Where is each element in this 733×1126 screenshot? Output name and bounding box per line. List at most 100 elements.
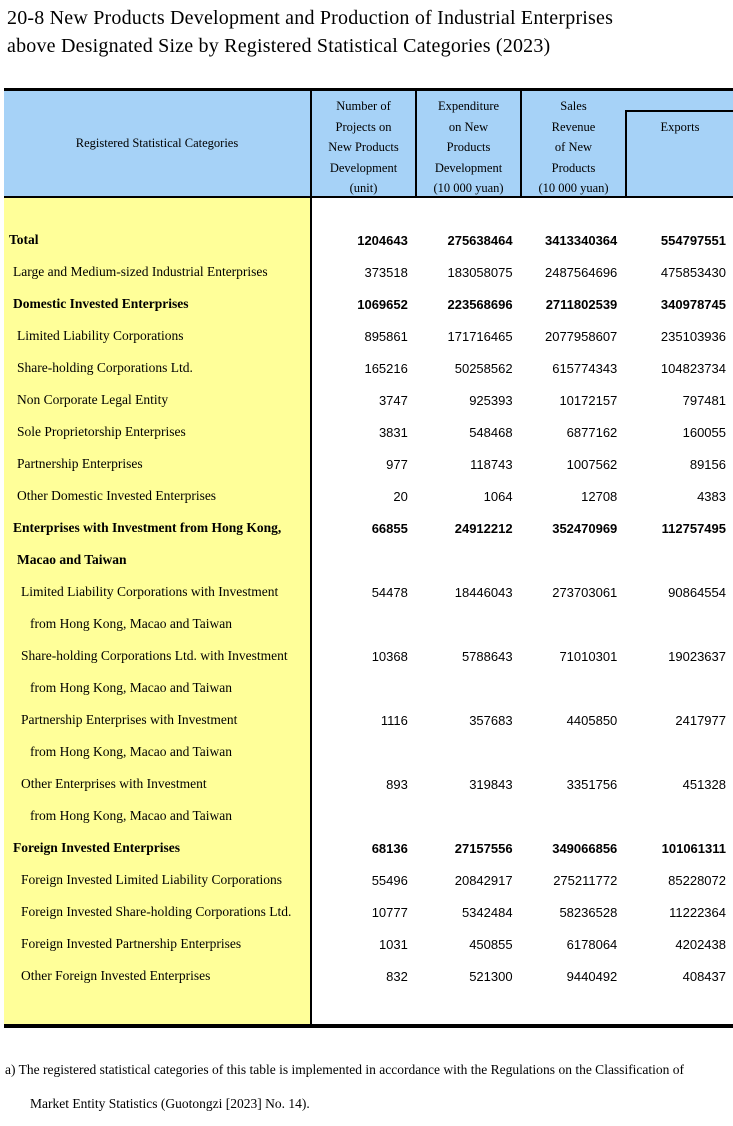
row-value-sales: 58236528 [559, 904, 618, 920]
row-value-exports: 554797551 [660, 232, 726, 248]
row-value-expenditure: 319843 [469, 776, 513, 792]
table-row: Foreign Invested Share-holding Corporati… [4, 896, 733, 928]
row-value-projects: 1116 [380, 712, 408, 728]
row-value-projects: 893 [386, 776, 408, 792]
row-value-projects: 20 [393, 488, 408, 504]
row-value-sales: 4405850 [566, 712, 618, 728]
row-value-expenditure: 183058075 [447, 264, 513, 280]
row-value-exports: 4383 [697, 488, 726, 504]
row-value-expenditure: 5788643 [461, 648, 513, 664]
row-category-label: Sole Proprietorship Enterprises [17, 424, 186, 439]
table-row: Enterprises with Investment from Hong Ko… [4, 512, 733, 544]
header-expenditure: Expenditure on New Products Development … [415, 91, 520, 196]
table-row: Macao and Taiwan [4, 544, 733, 576]
row-value-sales: 71010301 [559, 648, 618, 664]
row-value-sales: 615774343 [552, 360, 618, 376]
row-value-expenditure: 1064 [483, 488, 513, 504]
page-title-line1: 20-8 New Products Development and Produc… [7, 7, 614, 29]
row-value-sales: 2077958607 [544, 328, 618, 344]
row-category-label: from Hong Kong, Macao and Taiwan [30, 616, 233, 631]
row-category-label: Foreign Invested Partnership Enterprises [21, 936, 242, 951]
row-category-label: Partnership Enterprises [17, 456, 143, 471]
page-title: 20-8 New Products Development and Produc… [7, 4, 727, 60]
table-row: Partnership Enterprises with Investment … [4, 704, 733, 736]
table-row: Foreign Invested Enterprises 68136 27157… [4, 832, 733, 864]
table-row: Limited Liability Corporations 895861 17… [4, 320, 733, 352]
row-value-exports: 797481 [682, 392, 726, 408]
row-category-label: Share-holding Corporations Ltd. [17, 360, 193, 375]
row-value-projects: 1031 [378, 936, 408, 952]
row-category-label: Enterprises with Investment from Hong Ko… [13, 520, 282, 535]
row-category-label: Large and Medium-sized Industrial Enterp… [13, 264, 268, 279]
row-value-projects: 895861 [364, 328, 408, 344]
row-category-label: Foreign Invested Limited Liability Corpo… [21, 872, 282, 887]
row-category-label: Macao and Taiwan [17, 552, 127, 567]
row-value-exports: 4202438 [675, 936, 726, 952]
row-value-sales: 6178064 [566, 936, 618, 952]
table-row: Foreign Invested Limited Liability Corpo… [4, 864, 733, 896]
header-number-of-projects: Number of Projects on New Products Devel… [310, 91, 415, 196]
row-value-sales: 275211772 [553, 872, 618, 888]
row-category-label: Limited Liability Corporations with Inve… [21, 584, 279, 599]
row-category-label: Non Corporate Legal Entity [17, 392, 169, 407]
row-value-projects: 373518 [364, 264, 408, 280]
row-value-sales: 2487564696 [544, 264, 618, 280]
row-category-label: Share-holding Corporations Ltd. with Inv… [21, 648, 288, 663]
row-value-sales: 2711802539 [545, 296, 618, 312]
row-value-projects: 977 [386, 456, 408, 472]
category-column-background [4, 198, 312, 1024]
row-value-expenditure: 5342484 [461, 904, 513, 920]
table-row: Total 1204643 275638464 3413340364 55479… [4, 224, 733, 256]
header-sales-revenue: Sales Revenue of New Products (10 000 yu… [520, 91, 625, 196]
row-value-exports: 19023637 [668, 648, 726, 664]
row-value-exports: 89156 [689, 456, 726, 472]
row-value-expenditure: 171716465 [447, 328, 513, 344]
row-value-exports: 475853430 [660, 264, 726, 280]
table-row: Share-holding Corporations Ltd. with Inv… [4, 640, 733, 672]
page-title-line2: above Designated Size by Registered Stat… [7, 35, 551, 57]
row-value-exports: 90864554 [668, 584, 726, 600]
row-value-sales: 9440492 [566, 968, 618, 984]
row-value-expenditure: 925393 [469, 392, 513, 408]
row-value-expenditure: 548468 [469, 424, 513, 440]
row-value-expenditure: 50258562 [454, 360, 513, 376]
row-category-label: Other Foreign Invested Enterprises [21, 968, 211, 983]
row-value-sales: 3413340364 [544, 232, 618, 248]
row-value-sales: 1007562 [566, 456, 618, 472]
row-category-label: Foreign Invested Enterprises [13, 840, 180, 855]
row-value-projects: 832 [386, 968, 408, 984]
table-row: from Hong Kong, Macao and Taiwan [4, 608, 733, 640]
row-category-label: Total [9, 232, 39, 247]
row-value-projects: 3747 [378, 392, 408, 408]
row-value-projects: 55496 [371, 872, 408, 888]
table-row: Other Foreign Invested Enterprises 832 5… [4, 960, 733, 992]
row-value-expenditure: 24912212 [454, 520, 513, 536]
row-value-projects: 3831 [378, 424, 408, 440]
footnote-line1: a) The registered statistical categories… [5, 1062, 685, 1077]
table-row: from Hong Kong, Macao and Taiwan [4, 672, 733, 704]
table-row: Other Domestic Invested Enterprises 20 1… [4, 480, 733, 512]
row-value-exports: 112757495 [661, 520, 726, 536]
table-row: Domestic Invested Enterprises 1069652 22… [4, 288, 733, 320]
row-category-label: Domestic Invested Enterprises [13, 296, 189, 311]
row-category-label: Other Domestic Invested Enterprises [17, 488, 217, 503]
footnote-line2: Market Entity Statistics (Guotongzi [202… [30, 1096, 310, 1111]
row-value-exports: 160055 [682, 424, 726, 440]
row-value-expenditure: 450855 [469, 936, 513, 952]
row-value-expenditure: 118743 [470, 456, 513, 472]
row-value-exports: 101061311 [661, 840, 726, 856]
row-value-sales: 349066856 [552, 840, 618, 856]
header-exports-cell: Exports [625, 91, 733, 196]
header-registered-statistical-categories: Registered Statistical Categories [75, 136, 239, 151]
row-value-expenditure: 357683 [469, 712, 513, 728]
header-exports: Exports [625, 110, 733, 196]
row-value-exports: 451328 [682, 776, 726, 792]
row-value-expenditure: 27157556 [454, 840, 513, 856]
table-row: Non Corporate Legal Entity 3747 925393 1… [4, 384, 733, 416]
table-header-row: Registered Statistical Categories Number… [4, 91, 733, 198]
footnote: a) The registered statistical categories… [5, 1060, 730, 1114]
row-category-label: from Hong Kong, Macao and Taiwan [30, 808, 233, 823]
row-value-expenditure: 521300 [469, 968, 513, 984]
row-value-projects: 68136 [371, 840, 408, 856]
